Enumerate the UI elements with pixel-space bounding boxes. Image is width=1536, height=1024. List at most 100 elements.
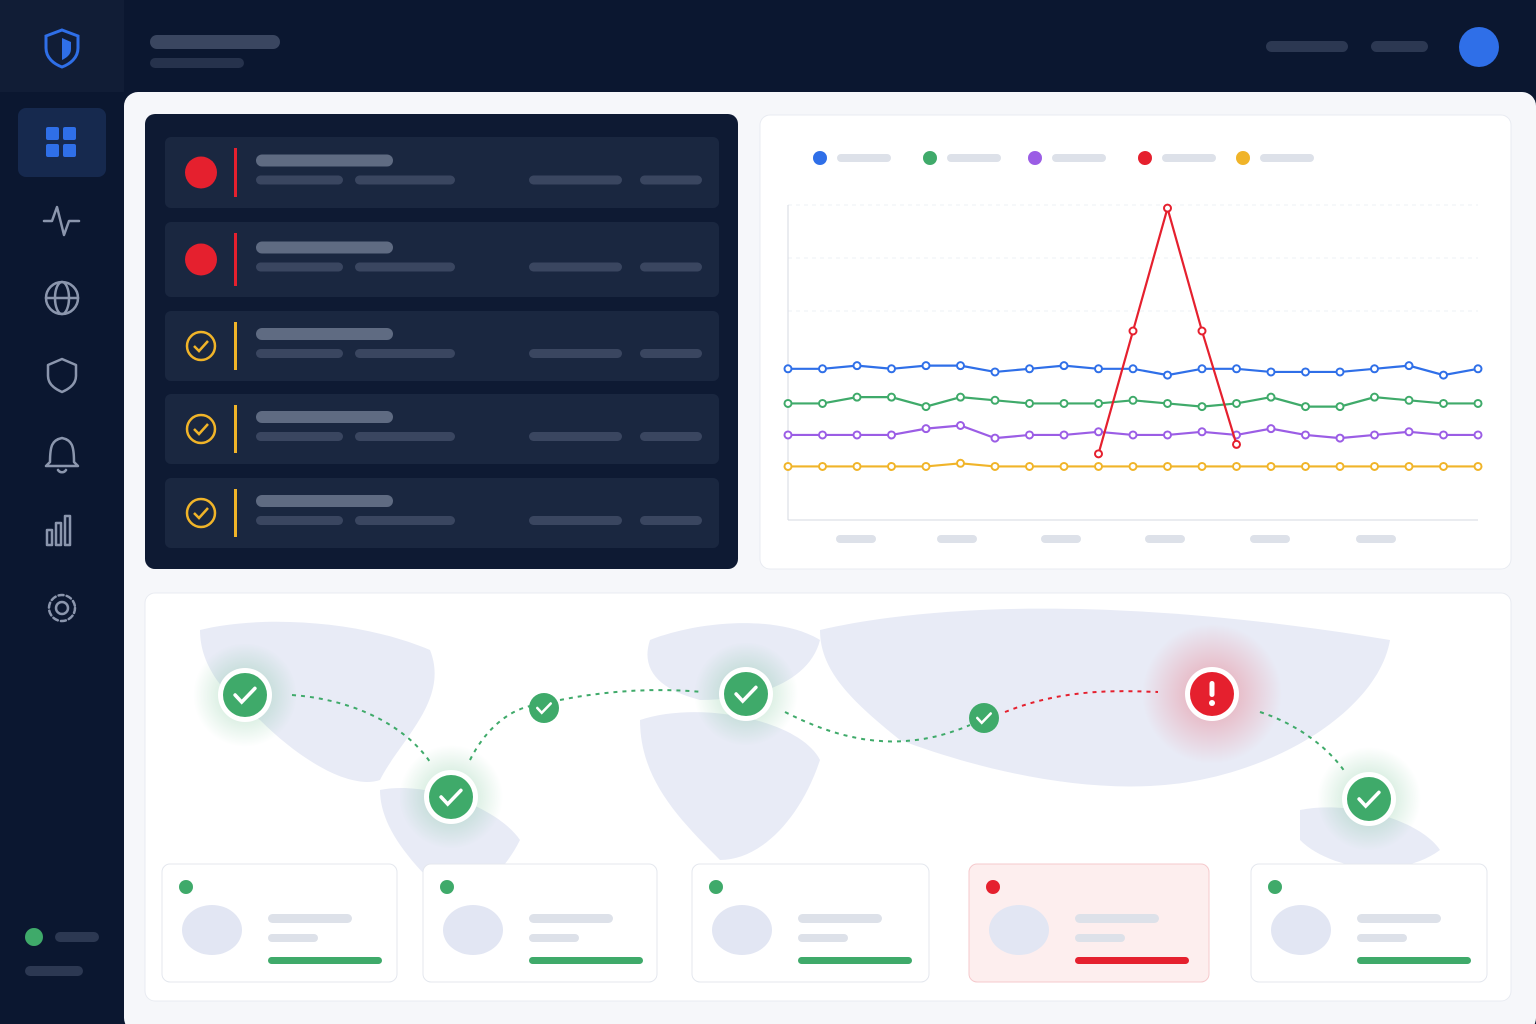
series-point (1439, 370, 1448, 380)
text-placeholder (640, 432, 702, 441)
text-placeholder (529, 516, 622, 525)
series-point (1094, 364, 1103, 374)
chart-card (759, 114, 1512, 570)
series-point (1128, 326, 1138, 336)
series-point (1232, 364, 1241, 374)
series-point (1025, 461, 1034, 471)
title-placeholder (150, 35, 280, 49)
series-point (887, 430, 896, 440)
nav-item[interactable] (1266, 41, 1348, 52)
series-point (1094, 398, 1103, 408)
node[interactable] (529, 693, 559, 723)
icon-shield[interactable] (46, 357, 78, 394)
node[interactable] (223, 673, 267, 717)
series-point (1335, 367, 1345, 377)
legend-dot (813, 151, 827, 165)
text-placeholder (256, 516, 343, 525)
series-point (1197, 427, 1207, 437)
alert-row[interactable] (165, 222, 719, 297)
status-alert (185, 156, 217, 189)
text-placeholder (529, 432, 622, 441)
subtitle-placeholder (150, 58, 244, 68)
severity-bar (234, 405, 237, 453)
region-shape (1271, 905, 1331, 955)
node[interactable] (429, 775, 473, 819)
text-placeholder (256, 262, 343, 272)
text-placeholder (640, 175, 702, 185)
text-placeholder (355, 432, 455, 441)
series-point (1232, 439, 1241, 449)
legend-placeholder (947, 154, 1001, 162)
text-placeholder (268, 934, 318, 942)
icon-dashboard[interactable] (46, 127, 76, 157)
series-point (818, 398, 827, 408)
series-point (1439, 461, 1448, 471)
series-point (1232, 461, 1241, 471)
series-point (1163, 430, 1172, 440)
severity-bar (234, 322, 237, 370)
grid (788, 204, 1478, 312)
region-shape (989, 905, 1049, 955)
avatar[interactable] (1459, 27, 1499, 67)
series-point (887, 461, 896, 471)
text-placeholder (256, 495, 393, 507)
nav-item[interactable] (1371, 41, 1428, 52)
icon-bell[interactable] (44, 436, 80, 474)
node[interactable] (1347, 777, 1391, 821)
series-point (1025, 364, 1034, 374)
logo (44, 28, 80, 69)
icon-activity[interactable] (42, 205, 81, 237)
text-placeholder (268, 914, 352, 923)
status-check (193, 423, 209, 436)
severity-bar (234, 233, 237, 286)
nav-active[interactable] (18, 108, 106, 177)
series-point (818, 430, 827, 440)
text-placeholder (355, 516, 455, 525)
icon-globe[interactable] (44, 280, 80, 316)
status-placeholder (55, 932, 99, 942)
text-placeholder (256, 349, 343, 358)
text-placeholder (355, 349, 455, 358)
node[interactable] (969, 703, 999, 733)
series-point (1128, 395, 1138, 405)
node-excl-dot (1209, 700, 1215, 706)
alert-row[interactable] (165, 137, 719, 208)
node-check (536, 702, 552, 715)
series-point (818, 364, 827, 374)
x-label-placeholder (1145, 535, 1185, 543)
text-placeholder (355, 175, 455, 185)
alert-row[interactable] (165, 394, 719, 464)
status-placeholder (25, 966, 83, 976)
series-point (1197, 364, 1207, 374)
text-placeholder (256, 241, 393, 254)
alert-row[interactable] (165, 311, 719, 381)
series-point (887, 364, 896, 374)
region-shape (443, 905, 503, 955)
region-bar (268, 957, 382, 964)
alert-row[interactable] (165, 478, 719, 548)
series-point (990, 395, 1000, 405)
node[interactable] (724, 672, 768, 716)
legend-dot (1028, 151, 1042, 165)
routes (291, 689, 1346, 773)
series-point (1301, 461, 1310, 471)
series-point (990, 461, 1000, 471)
series-point (1094, 427, 1103, 437)
series-point (1059, 430, 1069, 440)
series-point (818, 461, 827, 471)
series-point (1439, 398, 1448, 408)
series-point (1473, 364, 1483, 374)
node-check (233, 686, 257, 705)
status-check (193, 340, 209, 353)
status-alert (185, 243, 217, 276)
series-point (1404, 361, 1414, 371)
series-point (921, 424, 931, 434)
icon-settings[interactable] (47, 593, 77, 623)
legend-dot (923, 151, 937, 165)
status-dot (25, 928, 43, 946)
node-check (976, 712, 992, 725)
legend-placeholder (1052, 154, 1106, 162)
series-point (1094, 449, 1103, 459)
icon-stats[interactable] (45, 514, 72, 547)
